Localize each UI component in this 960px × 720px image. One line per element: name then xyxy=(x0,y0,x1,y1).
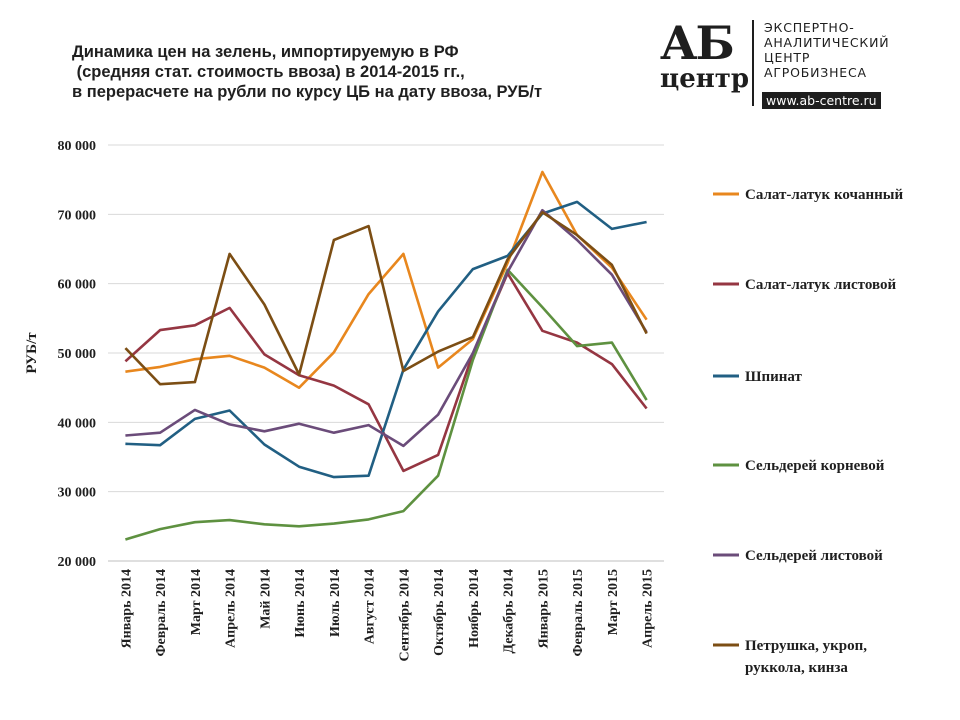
ab-centre-logo: АБ центр ЭКСПЕРТНО- АНАЛИТИЧЕСКИЙ ЦЕНТР … xyxy=(656,18,926,114)
logo-monogram-sub: центр xyxy=(660,64,750,94)
x-tick-label: Февраль 2015 xyxy=(571,569,586,656)
y-axis-label: РУБ/т xyxy=(24,332,40,374)
x-tick-labels: Январь 2014 Февраль 2014 Март 2014 Апрель 2… xyxy=(119,569,655,662)
chart-title: Динамика цен на зелень, импортируемую в … xyxy=(72,43,543,101)
logo-text: ЭКСПЕРТНО- АНАЛИТИЧЕСКИЙ ЦЕНТР АГРОБИЗНЕ… xyxy=(764,20,889,80)
logo-line-3: ЦЕНТР xyxy=(764,50,811,65)
logo-url: www.ab-centre.ru xyxy=(762,92,881,109)
x-tick-label: Март 2015 xyxy=(606,569,621,635)
x-tick-label: Апрель 2015 xyxy=(641,569,656,648)
x-tick-label: Март 2014 xyxy=(189,569,204,635)
y-tick-label: 20 000 xyxy=(58,555,97,570)
series-line-6 xyxy=(124,211,648,386)
legend-entry: Сельдерей листовой xyxy=(745,548,883,564)
y-tick-label: 80 000 xyxy=(58,139,97,154)
logo-line-2: АНАЛИТИЧЕСКИЙ xyxy=(764,35,890,50)
x-tick-label: Апрель 2014 xyxy=(224,569,239,648)
x-tick-label: Декабрь 2014 xyxy=(502,569,517,654)
logo-monogram: АБ xyxy=(660,16,735,70)
x-tick-label: Октябрь 2014 xyxy=(432,569,447,656)
gridlines xyxy=(108,144,664,562)
x-tick-label: Январь 2014 xyxy=(119,569,134,648)
series-line-4 xyxy=(125,268,648,541)
x-tick-label: Февраль 2014 xyxy=(154,569,169,656)
x-tick-label: Ноябрь 2014 xyxy=(467,569,482,648)
legend: Салат-латук кочанный Салат-латук листовой… xyxy=(713,187,903,676)
y-tick-labels: 20 000 30 000 40 000 50 000 60 000 70 000 80 0… xyxy=(58,139,97,570)
logo-line-1: ЭКСПЕРТНО- xyxy=(764,20,855,35)
legend-entry: Салат-латук листовой xyxy=(745,277,896,293)
x-tick-label: Сентябрь 2014 xyxy=(397,569,412,662)
x-tick-label: Июнь 2014 xyxy=(293,569,308,638)
legend-entry: Петрушка, укроп, руккола, кинза xyxy=(745,638,867,676)
y-tick-label: 30 000 xyxy=(58,486,97,501)
series-lines xyxy=(124,170,648,541)
legend-entry: Шпинат xyxy=(745,369,803,385)
series-line-5 xyxy=(125,208,648,448)
legend-entry: Салат-латук кочанный xyxy=(745,187,903,203)
x-tick-label: Май 2014 xyxy=(258,569,273,629)
x-tick-label: Июль 2014 xyxy=(328,569,343,637)
series-line-1 xyxy=(125,170,648,390)
y-tick-label: 50 000 xyxy=(58,347,97,362)
x-tick-label: Январь 2015 xyxy=(536,569,551,648)
logo-divider xyxy=(752,20,754,106)
series-line-3 xyxy=(125,200,647,479)
legend-entry: Сельдерей корневой xyxy=(745,458,885,474)
x-tick-label: Август 2014 xyxy=(363,569,378,644)
y-tick-label: 40 000 xyxy=(58,416,97,431)
logo-line-4: АГРОБИЗНЕСА xyxy=(764,65,867,80)
y-tick-label: 60 000 xyxy=(58,278,97,293)
y-tick-label: 70 000 xyxy=(58,208,97,223)
